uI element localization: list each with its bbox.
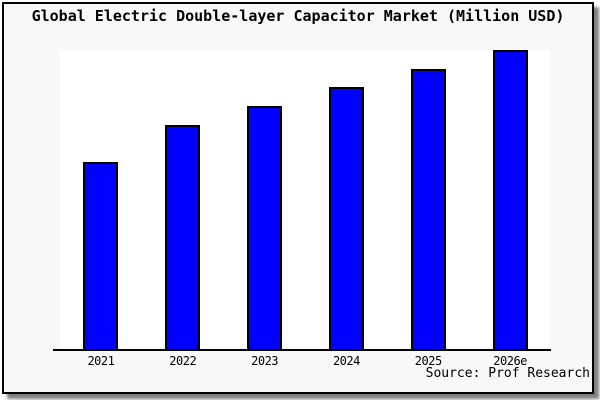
x-tick-label-2021: 2021 <box>87 354 115 368</box>
x-axis-line <box>53 349 551 351</box>
x-tick-label-2024: 2024 <box>332 354 360 368</box>
bar-2024 <box>328 87 364 351</box>
plot-area <box>60 50 551 351</box>
source-note: Source: Prof Research <box>425 366 590 381</box>
bar-2023 <box>247 106 283 351</box>
x-tick-label-2022: 2022 <box>169 354 197 368</box>
bar-2025 <box>410 69 446 351</box>
bar-2026e <box>492 50 528 351</box>
chart-title: Global Electric Double-layer Capacitor M… <box>31 7 565 25</box>
x-tick-label-2023: 2023 <box>251 354 279 368</box>
bar-2021 <box>83 162 119 351</box>
bar-2022 <box>165 125 201 351</box>
x-tick-label-2025: 2025 <box>414 354 442 368</box>
x-tick-label-2026e: 2026e <box>493 354 527 368</box>
